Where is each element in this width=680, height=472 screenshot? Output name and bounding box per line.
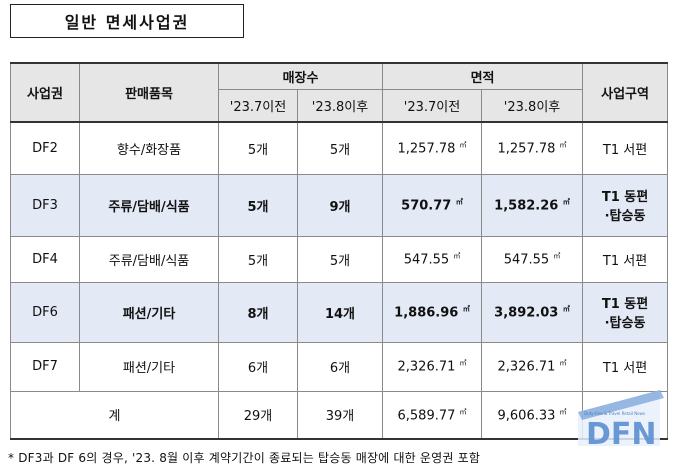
cell-total-area-before: 6,589.77 ㎡: [382, 390, 483, 440]
footnote: * DF3과 DF 6의 경우, '23. 8월 이후 계약기간이 종료되는 탑…: [8, 451, 481, 465]
cell-stores-before: 5개: [218, 121, 298, 175]
table-row-total: 계 29개 39개 6,589.77 ㎡ 9,606.33 ㎡: [10, 390, 669, 440]
cell-stores-after: 5개: [296, 121, 384, 175]
cell-items: 향수/화장품: [79, 121, 219, 175]
cell-stores-before: 8개: [218, 281, 298, 343]
header-area: 면적: [382, 62, 584, 90]
cell-total-area-after: 9,606.33 ㎡: [481, 390, 584, 440]
table-row: DF4 주류/담배/식품 5개 5개 547.55 ㎡ 547.55 ㎡ T1 …: [10, 235, 669, 283]
cell-area-before: 2,326.71 ㎡: [382, 341, 483, 392]
page-title: 일반 면세사업권: [10, 4, 244, 38]
cell-stores-before: 5개: [218, 173, 298, 237]
header-items: 판매품목: [79, 62, 219, 123]
cell-total-stores-after: 39개: [296, 390, 384, 440]
table-row: DF7 패션/기타 6개 6개 2,326.71 ㎡ 2,326.71 ㎡ T1…: [10, 341, 669, 392]
table-row: DF2 향수/화장품 5개 5개 1,257.78 ㎡ 1,257.78 ㎡ T…: [10, 121, 669, 175]
cell-total-label: 계: [10, 390, 219, 440]
cell-items: 주류/담배/식품: [79, 173, 219, 237]
duty-free-table: 사업권 판매품목 매장수 면적 사업구역 '23.7이전 '23.8이후 '23…: [10, 62, 669, 440]
cell-area-before: 1,886.96 ㎡: [382, 281, 483, 343]
cell-area-before: 1,257.78 ㎡: [382, 121, 483, 175]
cell-zone: T1 서편: [582, 235, 669, 283]
cell-area-after: 2,326.71 ㎡: [481, 341, 584, 392]
cell-items: 패션/기타: [79, 281, 219, 343]
cell-stores-after: 14개: [296, 281, 384, 343]
cell-area-after: 1,582.26 ㎡: [481, 173, 584, 237]
header-area-before: '23.7이전: [382, 88, 483, 123]
header-stores-after: '23.8이후: [296, 88, 384, 123]
header-stores: 매장수: [217, 62, 384, 90]
watermark-text: DFN: [586, 417, 657, 448]
cell-business: DF6: [10, 281, 80, 343]
header-business: 사업권: [10, 62, 80, 123]
header-zone: 사업구역: [582, 62, 669, 123]
cell-items: 주류/담배/식품: [79, 235, 219, 283]
cell-area-before: 570.77 ㎡: [382, 173, 483, 237]
cell-zone: T1 서편: [582, 341, 669, 392]
cell-business: DF2: [10, 121, 80, 175]
cell-business: DF7: [10, 341, 80, 392]
cell-zone: T1 동편 ·탑승동: [582, 173, 669, 237]
cell-stores-after: 5개: [296, 235, 384, 283]
header-stores-before: '23.7이전: [218, 88, 298, 123]
dfn-watermark-logo: Duty-free & Travel Retail News DFN: [578, 390, 664, 448]
cell-stores-before: 5개: [218, 235, 298, 283]
cell-area-after: 3,892.03 ㎡: [481, 281, 584, 343]
table-row: DF6 패션/기타 8개 14개 1,886.96 ㎡ 3,892.03 ㎡ T…: [10, 281, 669, 343]
cell-total-stores-before: 29개: [218, 390, 298, 440]
cell-area-after: 547.55 ㎡: [481, 235, 584, 283]
header-area-after: '23.8이후: [481, 88, 584, 123]
cell-stores-after: 9개: [296, 173, 384, 237]
cell-zone: T1 서편: [582, 121, 669, 175]
cell-zone: T1 동편 ·탑승동: [582, 281, 669, 343]
cell-area-before: 547.55 ㎡: [382, 235, 483, 283]
cell-items: 패션/기타: [79, 341, 219, 392]
watermark-small-text: Duty-free & Travel Retail News: [584, 411, 645, 416]
cell-area-after: 1,257.78 ㎡: [481, 121, 584, 175]
cell-stores-before: 6개: [218, 341, 298, 392]
cell-business: DF3: [10, 173, 80, 237]
cell-stores-after: 6개: [296, 341, 384, 392]
cell-business: DF4: [10, 235, 80, 283]
table-row: DF3 주류/담배/식품 5개 9개 570.77 ㎡ 1,582.26 ㎡ T…: [10, 173, 669, 237]
